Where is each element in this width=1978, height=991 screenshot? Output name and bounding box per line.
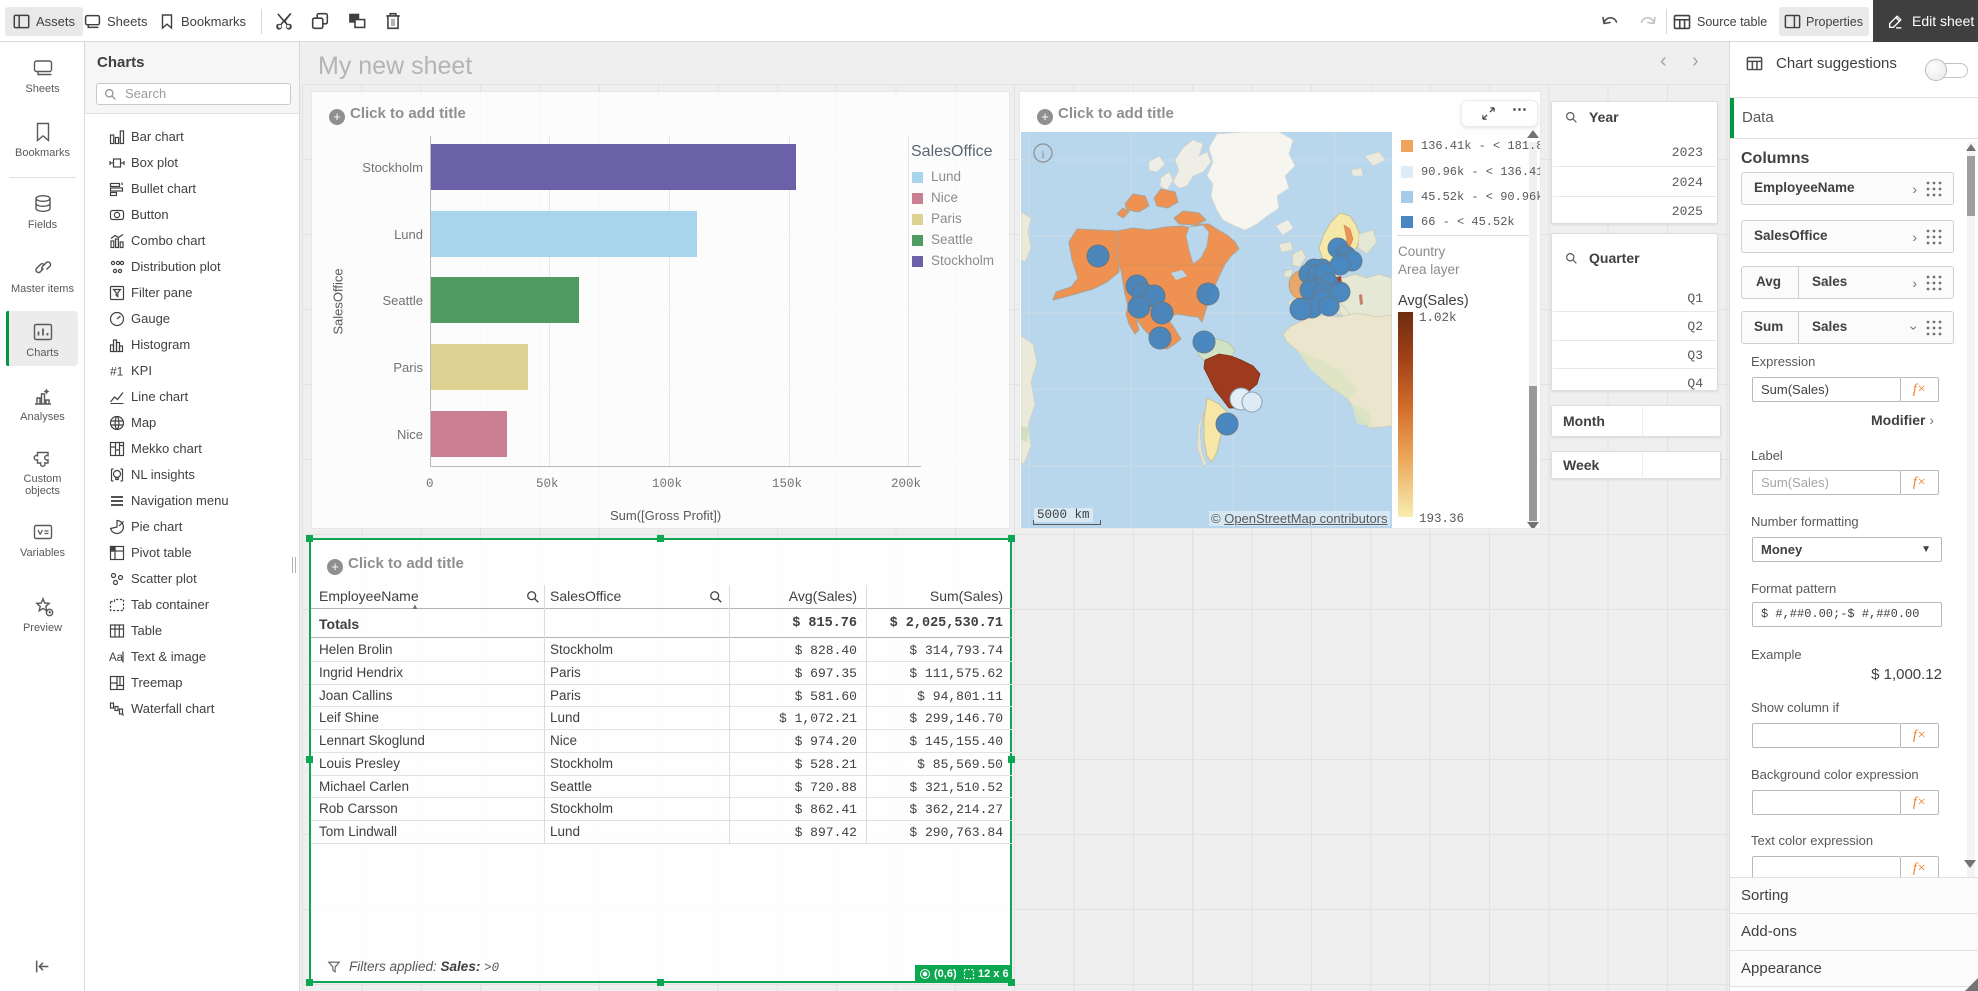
svg-text:#1: #1: [110, 365, 124, 379]
svg-text:Aa: Aa: [109, 652, 124, 664]
svg-text:i: i: [1041, 147, 1045, 161]
